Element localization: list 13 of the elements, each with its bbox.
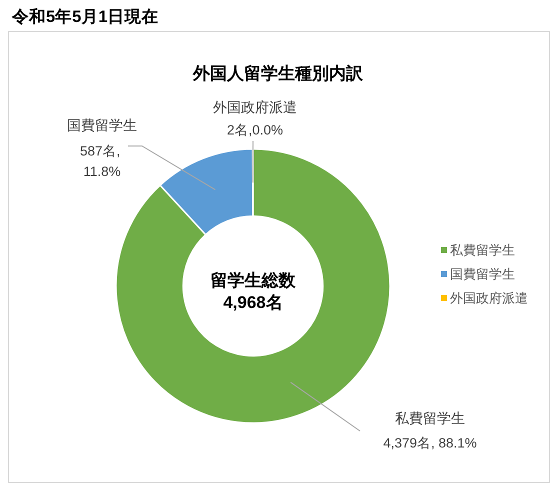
slice-label: 国費留学生 <box>67 116 137 133</box>
chart-title: 外国人留学生種別内訳 <box>192 64 364 83</box>
text: 4,968名 <box>223 292 283 312</box>
legend-label: 外国政府派遣 <box>450 290 528 306</box>
text: 令和5年5月1日現在 <box>11 6 159 26</box>
slice-label: 私費留学生 <box>395 410 465 426</box>
text: 留学生総数 <box>210 270 296 290</box>
slice-label: 外国政府派遣 <box>213 98 297 115</box>
data-label: 4,379名, 88.1% <box>383 436 477 451</box>
data-label: 2名,0.0% <box>226 122 284 138</box>
data-label: 587名, 11.8% <box>80 144 124 179</box>
legend-label: 私費留学生 <box>450 242 515 258</box>
legend-label: 国費留学生 <box>450 266 515 282</box>
